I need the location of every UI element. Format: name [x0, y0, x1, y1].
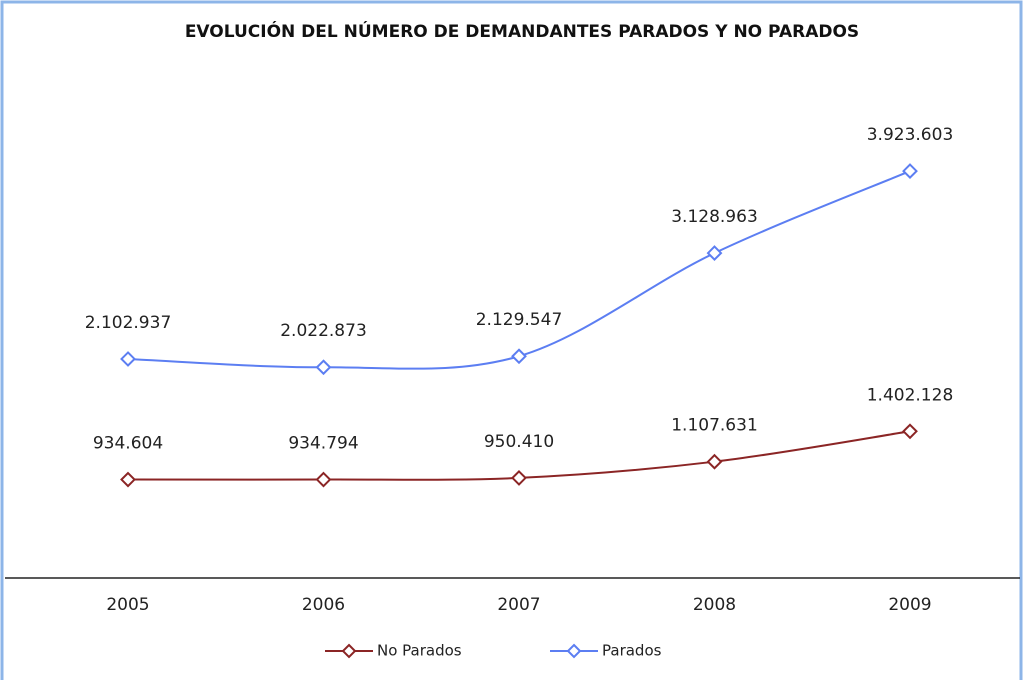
- data-label: 2.102.937: [85, 313, 172, 333]
- series-line: [127, 170, 911, 370]
- legend-text: Parados: [602, 642, 662, 660]
- marker: [315, 471, 332, 488]
- data-label: 2.022.873: [280, 321, 367, 341]
- data-label: 2.129.547: [476, 310, 563, 330]
- data-label: 3.923.603: [867, 125, 954, 145]
- data-label: 1.107.631: [671, 416, 758, 436]
- data-label: 934.604: [93, 434, 163, 454]
- marker: [120, 471, 136, 488]
- x-tick-label: 2009: [888, 595, 931, 615]
- marker: [120, 351, 136, 367]
- marker: [706, 245, 723, 262]
- marker: [902, 163, 918, 179]
- marker: [902, 423, 918, 440]
- data-label: 1.402.128: [867, 385, 954, 405]
- x-tick-label: 2006: [302, 595, 345, 615]
- data-label: 934.794: [288, 434, 358, 454]
- marker: [511, 470, 527, 486]
- legend-marker: [566, 643, 582, 659]
- x-tick-label: 2008: [693, 595, 736, 615]
- x-tick-label: 2007: [497, 595, 540, 615]
- marker: [511, 348, 527, 365]
- legend-text: No Parados: [377, 642, 462, 660]
- legend-marker: [341, 643, 357, 659]
- data-label: 3.128.963: [671, 207, 758, 227]
- data-label: 950.410: [484, 432, 554, 452]
- marker: [706, 453, 723, 470]
- marker: [315, 359, 332, 376]
- x-tick-label: 2005: [106, 595, 149, 615]
- chart-title: EVOLUCIÓN DEL NÚMERO DE DEMANDANTES PARA…: [185, 20, 859, 42]
